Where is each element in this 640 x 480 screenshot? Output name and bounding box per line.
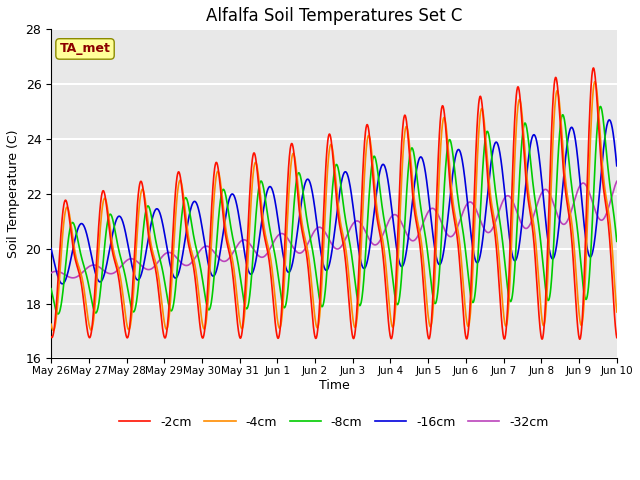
-4cm xyxy=(323,186,330,192)
-8cm xyxy=(596,104,604,109)
-16cm xyxy=(596,177,604,182)
-4cm xyxy=(47,321,55,327)
-2cm xyxy=(307,299,315,304)
-4cm xyxy=(49,327,57,333)
Line: -32cm: -32cm xyxy=(51,181,617,278)
-32cm xyxy=(493,215,500,221)
Line: -8cm: -8cm xyxy=(51,107,617,314)
-32cm xyxy=(76,272,84,277)
-8cm xyxy=(596,104,604,109)
-16cm xyxy=(308,185,316,191)
-8cm xyxy=(308,241,316,247)
-8cm xyxy=(613,239,621,244)
-4cm xyxy=(308,279,316,285)
-8cm xyxy=(47,286,55,292)
-2cm xyxy=(47,334,55,340)
Line: -2cm: -2cm xyxy=(51,68,617,339)
-32cm xyxy=(47,270,55,276)
Text: TA_met: TA_met xyxy=(60,42,111,56)
-32cm xyxy=(596,217,604,223)
-4cm xyxy=(596,138,604,144)
-8cm xyxy=(493,198,500,204)
-16cm xyxy=(605,117,613,123)
-16cm xyxy=(493,140,500,145)
-16cm xyxy=(47,246,55,252)
Line: -16cm: -16cm xyxy=(51,120,617,284)
-32cm xyxy=(308,233,316,239)
-8cm xyxy=(76,249,84,255)
-2cm xyxy=(76,274,84,279)
-2cm xyxy=(597,158,605,164)
-2cm xyxy=(596,155,604,160)
-2cm xyxy=(589,65,597,71)
-16cm xyxy=(613,163,621,168)
-4cm xyxy=(591,79,599,84)
-16cm xyxy=(596,180,604,186)
-8cm xyxy=(323,275,330,281)
-16cm xyxy=(59,281,67,287)
-4cm xyxy=(613,309,621,315)
-8cm xyxy=(597,104,605,110)
-2cm xyxy=(576,336,584,342)
Line: -4cm: -4cm xyxy=(51,82,617,330)
-32cm xyxy=(613,179,621,184)
-32cm xyxy=(323,231,330,237)
-32cm xyxy=(69,275,77,281)
-16cm xyxy=(76,221,84,227)
-16cm xyxy=(323,267,330,273)
-2cm xyxy=(323,158,330,164)
-4cm xyxy=(76,268,84,274)
-32cm xyxy=(596,217,604,223)
-2cm xyxy=(493,246,500,252)
Title: Alfalfa Soil Temperatures Set C: Alfalfa Soil Temperatures Set C xyxy=(205,7,462,25)
-4cm xyxy=(597,143,605,148)
Y-axis label: Soil Temperature (C): Soil Temperature (C) xyxy=(7,130,20,258)
Legend: -2cm, -4cm, -8cm, -16cm, -32cm: -2cm, -4cm, -8cm, -16cm, -32cm xyxy=(114,411,554,434)
-4cm xyxy=(493,231,500,237)
X-axis label: Time: Time xyxy=(319,379,349,392)
-2cm xyxy=(613,335,621,340)
-8cm xyxy=(54,311,62,317)
